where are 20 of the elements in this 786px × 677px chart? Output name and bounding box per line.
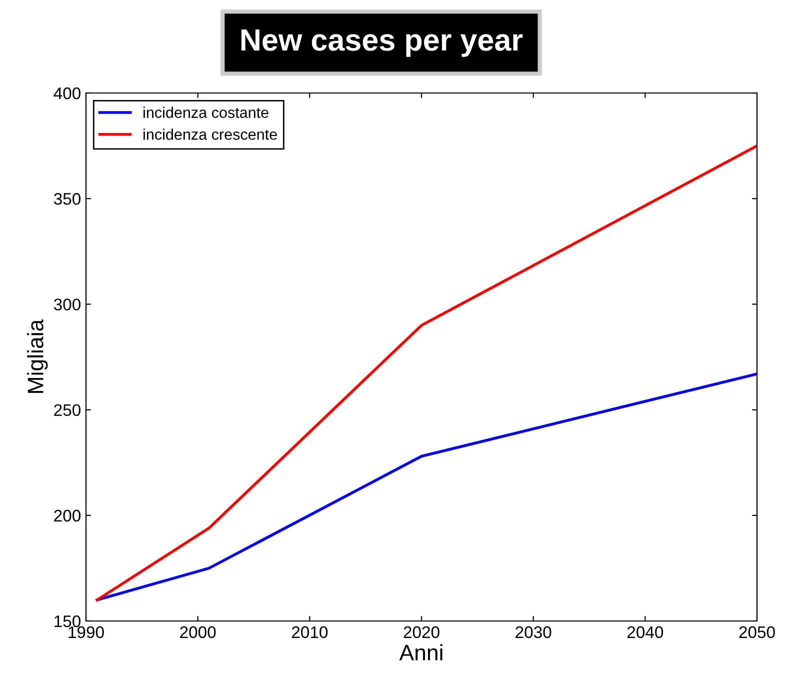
legend-label: incidenza crescente	[144, 128, 277, 140]
x-axis-title: Anni	[399, 644, 442, 660]
x-tick-label: 2000	[180, 626, 216, 638]
line-series	[96, 144, 757, 602]
legend-label: incidenza costante	[144, 106, 268, 118]
x-tick-label: 1990	[68, 626, 104, 638]
x-tick-label: 2040	[627, 626, 664, 638]
chart-title: New cases per year	[241, 30, 523, 57]
y-tick-label: 250	[54, 404, 80, 416]
y-tick-label: 150	[54, 615, 80, 628]
x-tick-label: 2020	[404, 626, 440, 638]
y-tick-label: 400	[54, 87, 80, 100]
y-tick-label: 350	[54, 193, 80, 205]
y-tick-label: 300	[54, 298, 80, 310]
y-tick-label: 200	[54, 510, 80, 522]
x-tick-label: 2050	[739, 626, 775, 638]
line-series	[96, 372, 757, 602]
x-tick-label: 2030	[516, 626, 552, 638]
x-tick-label: 2010	[292, 626, 328, 638]
y-axis-title: Migliaia	[27, 319, 48, 393]
